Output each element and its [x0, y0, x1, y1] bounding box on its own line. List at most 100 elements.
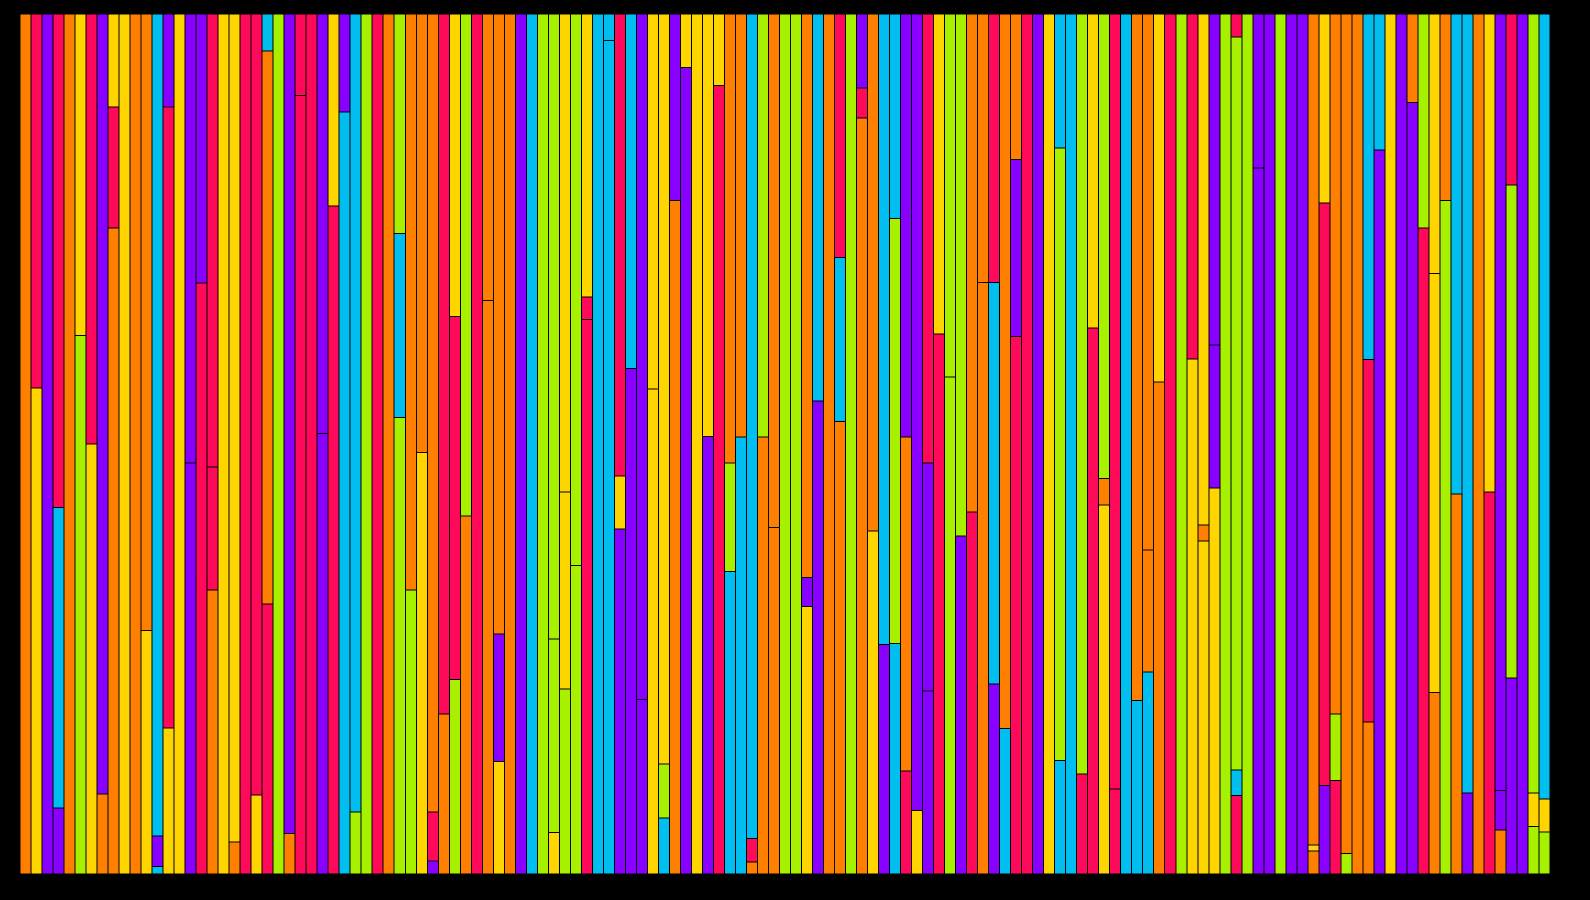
- stripe-segment: [823, 13, 836, 875]
- stripe-segment: [845, 13, 858, 875]
- stripe-segment: [1494, 13, 1507, 792]
- stripe-segment: [988, 683, 1001, 875]
- stripe-segment: [173, 13, 186, 875]
- stripe-segment: [1329, 13, 1342, 715]
- stripe-segment: [1076, 773, 1089, 875]
- stripe-segment: [492, 760, 505, 875]
- stripe-segment: [1538, 798, 1551, 833]
- stripe-segment: [1538, 831, 1551, 875]
- stripe-segment: [525, 13, 538, 875]
- stripe-segment: [944, 13, 957, 378]
- stripe-segment: [558, 13, 571, 493]
- stripe-segment: [426, 13, 439, 813]
- stripe-segment: [1054, 147, 1067, 761]
- stripe-segment: [74, 335, 87, 875]
- stripe-segment: [867, 530, 880, 875]
- stripe-segment: [657, 817, 670, 875]
- stripe-segment: [1252, 167, 1265, 875]
- stripe-segment: [1538, 13, 1551, 800]
- stripe-segment: [1142, 549, 1155, 673]
- stripe-segment: [349, 811, 362, 875]
- stripe-segment: [889, 13, 902, 220]
- stripe-segment: [426, 811, 439, 862]
- stripe-segment: [250, 13, 263, 796]
- stripe-segment: [1164, 13, 1177, 875]
- stripe-segment: [602, 13, 615, 42]
- stripe-segment: [261, 603, 274, 875]
- stripe-segment: [1406, 102, 1419, 875]
- stripe-segment: [316, 433, 329, 875]
- stripe-segment: [911, 809, 924, 875]
- stripe-segment: [426, 860, 439, 875]
- stripe-segment: [569, 564, 582, 875]
- stripe-segment: [162, 727, 175, 875]
- stripe-segment: [206, 589, 219, 875]
- stripe-segment: [745, 838, 758, 863]
- stripe-segment: [41, 13, 54, 875]
- stripe-segment: [1175, 13, 1188, 875]
- stripe-segment: [933, 13, 946, 335]
- stripe-segment: [404, 13, 417, 591]
- stripe-segment: [558, 688, 571, 875]
- stripe-segment: [1263, 13, 1276, 875]
- stripe-segment: [437, 713, 450, 875]
- stripe-segment: [371, 13, 384, 875]
- stripe-segment: [1153, 381, 1166, 875]
- stripe-segment: [646, 13, 659, 390]
- stripe-segment: [1296, 13, 1309, 875]
- stripe-segment: [790, 13, 803, 875]
- stripe-segment: [1439, 13, 1452, 202]
- stripe-segment: [657, 763, 670, 819]
- stripe-segment: [74, 13, 87, 337]
- stripe-segment: [481, 299, 494, 875]
- stripe-segment: [107, 13, 120, 108]
- stripe-segment: [1461, 13, 1474, 794]
- stripe-segment: [1318, 13, 1331, 204]
- stripe-segment: [349, 13, 362, 813]
- stripe-segment: [834, 421, 847, 875]
- stripe-segment: [1098, 504, 1111, 875]
- stripe-segment: [646, 388, 659, 875]
- stripe-segment: [1208, 13, 1221, 346]
- stripe-segment: [239, 13, 252, 875]
- stripe-segment: [393, 13, 406, 234]
- stripe-segment: [448, 316, 461, 681]
- stripe-segment: [867, 13, 880, 532]
- stripe-segment: [977, 13, 990, 283]
- stripe-segment: [767, 13, 780, 528]
- stripe-segment: [360, 13, 373, 875]
- stripe-segment: [988, 281, 1001, 685]
- stripe-segment: [107, 227, 120, 875]
- stripe-segment: [305, 13, 318, 875]
- stripe-segment: [1505, 677, 1518, 875]
- stripe-segment: [1098, 477, 1111, 506]
- stripe-segment: [327, 13, 340, 207]
- stripe-segment: [217, 13, 230, 875]
- stripe-segment: [734, 436, 747, 875]
- stripe-segment: [1230, 769, 1243, 797]
- stripe-segment: [1142, 13, 1155, 551]
- stripe-segment: [1186, 13, 1199, 360]
- stripe-segment: [878, 643, 891, 875]
- stripe-segment: [767, 526, 780, 875]
- stripe-segment: [492, 13, 505, 635]
- stripe-segment: [382, 13, 395, 875]
- stripe-segment: [988, 13, 1001, 283]
- stripe-segment: [415, 452, 428, 875]
- stripe-segment: [812, 13, 825, 402]
- stripe-segment: [283, 833, 296, 875]
- stripe-segment: [338, 13, 351, 113]
- stripe-segment: [85, 13, 98, 445]
- stripe-segment: [1329, 779, 1342, 875]
- stripe-segment: [547, 13, 560, 640]
- stripe-segment: [613, 13, 626, 477]
- stripe-segment: [1417, 227, 1430, 875]
- stripe-segment: [459, 13, 472, 517]
- stripe-segment: [107, 106, 120, 229]
- stripe-segment: [1274, 13, 1287, 875]
- stripe-segment: [580, 318, 593, 875]
- stripe-segment: [503, 13, 516, 875]
- stripe-segment: [316, 13, 329, 435]
- stripe-segment: [118, 13, 131, 875]
- stripe-segment: [448, 679, 461, 875]
